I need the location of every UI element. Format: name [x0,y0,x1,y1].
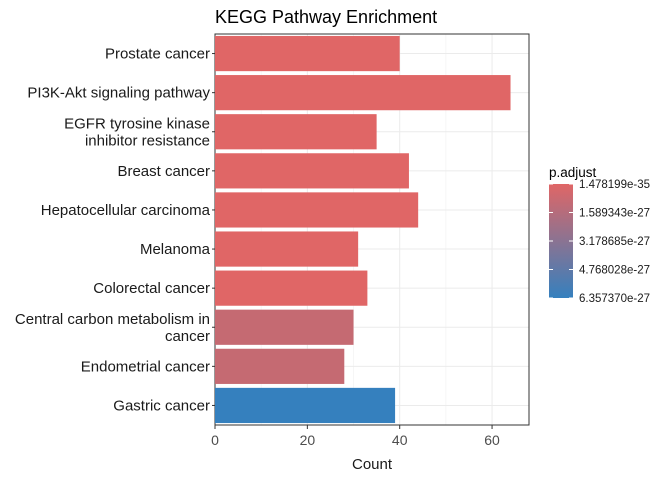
y-category-label-line: Prostate cancer [105,46,210,63]
legend-tick-label: 6.357370e-27 [579,293,650,305]
y-category-label-line: Central carbon metabolism in [15,311,210,328]
y-category-label-line: cancer [165,328,210,345]
legend-tick-label: 1.478199e-35 [579,179,650,191]
bar [215,231,359,267]
y-category-label: EGFR tyrosine kinase inhibitor resistance [64,115,210,149]
y-category-label: Melanoma [140,241,211,258]
bar [215,75,511,111]
y-category-label: Breast cancer [117,163,210,180]
x-axis-layer: 0 20 40 60 [211,425,500,448]
legend: p.adjust 1.478199e-35 1.589343e-27 3.17868… [549,165,650,305]
y-category-label-line: inhibitor resistance [85,132,210,149]
bar [215,309,354,345]
x-tick-label: 20 [300,432,316,448]
legend-tick-label: 3.178685e-27 [579,236,650,248]
bar [215,35,400,72]
y-category-label: Hepatocellular carcinoma [41,202,211,219]
x-tick-label: 60 [484,432,500,448]
chart-title: KEGG Pathway Enrichment [215,7,437,27]
bars-layer [215,35,511,424]
y-category-label-line: Endometrial cancer [81,358,210,375]
y-category-label-line: Colorectal cancer [93,280,210,297]
y-category-label-line: Gastric cancer [113,397,210,414]
y-category-label: Colorectal cancer [93,280,210,297]
plot-panel-border [214,33,530,426]
y-category-label: Prostate cancer [105,46,210,63]
x-tick-label: 40 [392,432,408,448]
legend-tick-label: 4.768028e-27 [579,265,650,277]
x-tick-label: 0 [211,432,219,448]
x-axis-label: Count [352,456,393,473]
y-category-label-line: Breast cancer [117,163,210,180]
y-category-label-line: Melanoma [140,241,211,258]
bar [215,348,345,384]
bar [215,192,419,228]
bar [215,114,377,150]
y-category-label: Endometrial cancer [81,358,210,375]
y-category-label: Central carbon metabolism in cancer [15,311,210,345]
y-category-label-line: EGFR tyrosine kinase [64,115,210,132]
legend-title: p.adjust [549,165,597,180]
y-category-label-line: Hepatocellular carcinoma [41,202,211,219]
y-category-label-line: PI3K-Akt signaling pathway [27,85,210,102]
bar [215,153,409,189]
legend-tick-label: 1.589343e-27 [579,208,650,220]
bar [215,270,368,306]
y-category-label: PI3K-Akt signaling pathway [27,85,210,102]
y-labels-layer: Prostate cancer PI3K-Akt signaling pathwa… [15,46,215,414]
y-category-label: Gastric cancer [113,397,210,414]
bar [215,387,396,424]
legend-body: 1.478199e-35 1.589343e-27 3.178685e-27 4.76… [549,179,650,305]
